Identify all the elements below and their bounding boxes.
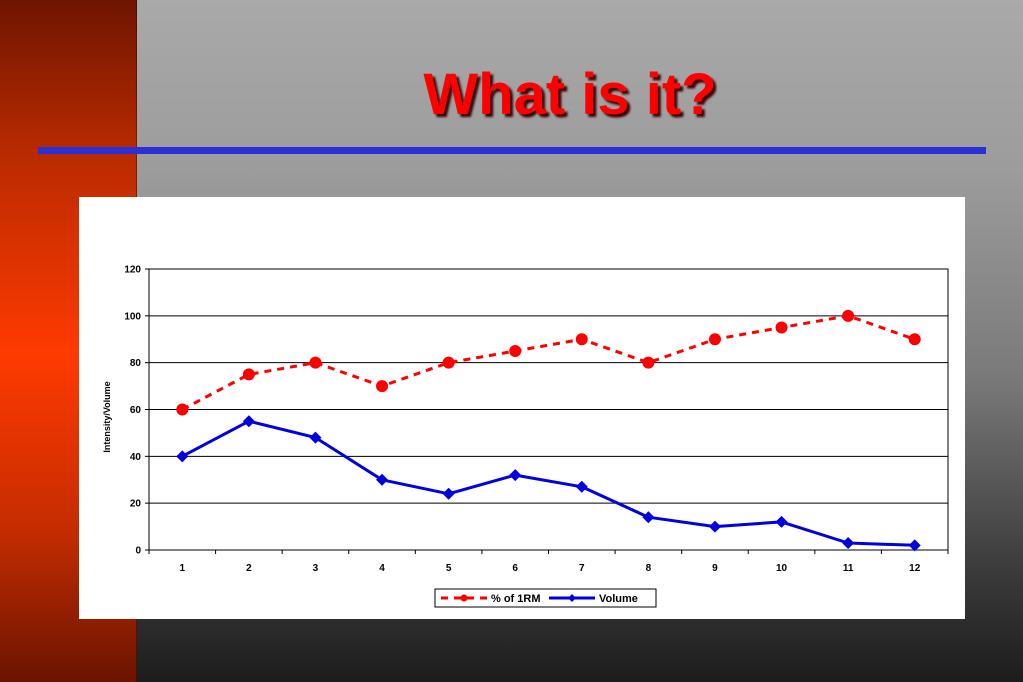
data-point [842, 536, 855, 549]
legend-box [434, 588, 657, 608]
data-point [242, 415, 255, 428]
x-tick-label: 7 [579, 563, 585, 574]
data-point [575, 333, 588, 346]
y-axis-label: Intensity/Volume [102, 381, 112, 452]
chart-panel: 0 20 40 60 80 100 120 1 2 3 4 5 6 7 8 9 10 11 12 Intensit… [79, 197, 965, 619]
y-tick-label: 80 [130, 358, 142, 369]
legend-swatch-marker [460, 594, 468, 602]
y-tick-label: 40 [130, 452, 142, 463]
series-volume [176, 415, 921, 552]
chart-axes [145, 268, 949, 554]
x-tick-labels: 1 2 3 4 5 6 7 8 9 10 11 12 [180, 563, 921, 574]
x-tick-label: 1 [180, 563, 186, 574]
y-tick-labels: 0 20 40 60 80 100 120 [124, 265, 141, 557]
x-tick-label: 10 [776, 563, 788, 574]
data-point [642, 511, 655, 524]
data-point [442, 487, 455, 500]
x-tick-label: 3 [313, 563, 319, 574]
legend-swatch-marker [568, 594, 576, 602]
data-point [176, 403, 189, 416]
data-point [908, 333, 921, 346]
x-tick-label: 2 [246, 563, 252, 574]
series-line [181, 419, 915, 547]
data-point [775, 515, 788, 528]
data-point [242, 368, 255, 381]
data-point [309, 356, 322, 369]
chart-legend: % of 1RM Volume [434, 588, 657, 608]
x-tick-label: 8 [646, 563, 652, 574]
data-point [775, 321, 788, 334]
data-point [908, 539, 921, 552]
series-percent-1rm [176, 309, 921, 416]
data-point [708, 333, 721, 346]
y-tick-label: 20 [130, 499, 142, 510]
series-line [181, 314, 916, 411]
grid-lines [149, 315, 948, 504]
y-tick-label: 100 [124, 311, 141, 322]
x-tick-label: 12 [909, 563, 921, 574]
x-tick-label: 11 [843, 563, 854, 574]
slide-title: What is it? [423, 62, 717, 127]
x-tick-label: 5 [446, 563, 452, 574]
data-point [642, 356, 655, 369]
data-point [376, 473, 389, 486]
data-point [575, 480, 588, 493]
y-tick-label: 120 [124, 265, 141, 276]
x-tick-label: 6 [512, 563, 518, 574]
data-point [176, 450, 189, 463]
data-point [376, 380, 389, 393]
x-tick-label: 9 [712, 563, 718, 574]
data-point [509, 344, 522, 357]
legend-label: % of 1RM [491, 593, 541, 605]
legend-label: Volume [599, 593, 638, 605]
y-tick-label: 60 [130, 405, 142, 416]
x-tick-label: 4 [379, 563, 385, 574]
data-point [309, 431, 322, 444]
data-point [509, 469, 522, 482]
data-series [176, 309, 921, 552]
title-underline [38, 147, 986, 154]
y-tick-label: 0 [135, 546, 141, 557]
data-point [442, 356, 455, 369]
data-point [708, 520, 721, 533]
data-point [842, 309, 855, 322]
